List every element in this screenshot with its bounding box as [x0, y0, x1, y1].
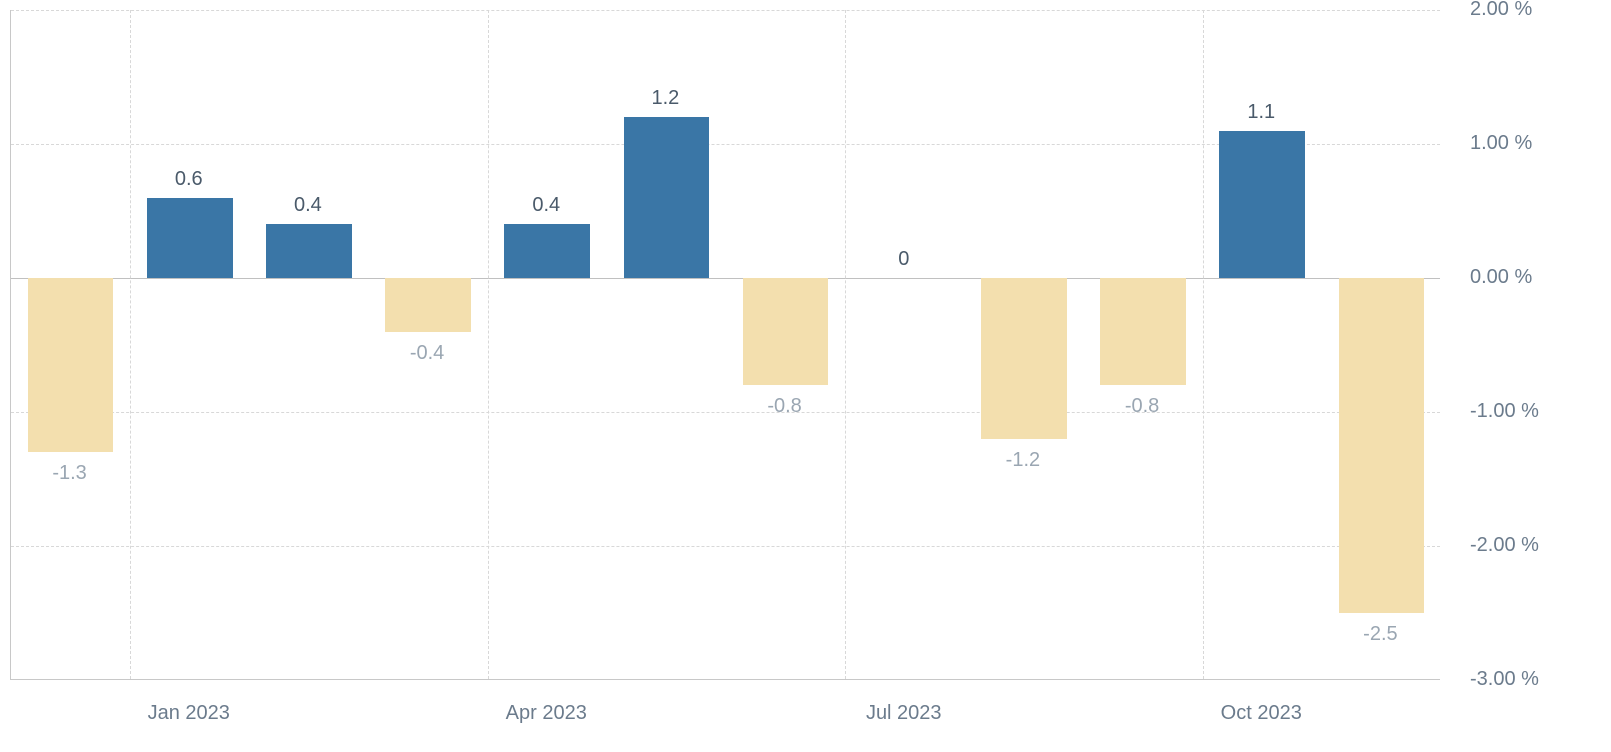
chart-container: 2.00 % 1.00 % 0.00 % -1.00 % -2.00 % -3.00 % -…	[0, 0, 1611, 752]
bar-value-label: 0.6	[175, 168, 203, 191]
bar	[1219, 131, 1305, 278]
x-axis-tick-label: Apr 2023	[506, 702, 587, 725]
grid-line-vertical	[488, 10, 489, 679]
zero-line	[11, 278, 1440, 279]
bar-value-label: 1.2	[652, 87, 680, 110]
y-axis-tick-label: 0.00 %	[1470, 266, 1532, 289]
bar-value-label: -0.4	[410, 342, 444, 365]
bar	[1100, 278, 1186, 385]
plot-area	[10, 10, 1440, 680]
bar	[266, 224, 352, 278]
bar	[743, 278, 829, 385]
bar	[28, 278, 114, 452]
bar	[147, 198, 233, 278]
bar	[624, 117, 710, 278]
bar-value-label: 0	[898, 248, 909, 271]
bar-value-label: 0.4	[294, 194, 322, 217]
bar-value-label: -1.3	[52, 462, 86, 485]
bar-value-label: -1.2	[1006, 449, 1040, 472]
grid-line-vertical	[130, 10, 131, 679]
bar	[981, 278, 1067, 439]
bar-value-label: 1.1	[1247, 101, 1275, 124]
x-axis-tick-label: Oct 2023	[1221, 702, 1302, 725]
y-axis-tick-label: -3.00 %	[1470, 668, 1539, 691]
bar-value-label: 0.4	[532, 194, 560, 217]
grid-line-horizontal	[11, 412, 1440, 413]
bar	[504, 224, 590, 278]
bar	[385, 278, 471, 332]
bar	[1339, 278, 1425, 613]
bar-value-label: -0.8	[1125, 395, 1159, 418]
bar-value-label: -0.8	[767, 395, 801, 418]
y-axis-tick-label: -1.00 %	[1470, 400, 1539, 423]
y-axis-tick-label: 1.00 %	[1470, 132, 1532, 155]
y-axis-tick-label: 2.00 %	[1470, 0, 1532, 21]
x-axis-tick-label: Jan 2023	[148, 702, 230, 725]
grid-line-horizontal	[11, 10, 1440, 11]
grid-line-horizontal	[11, 546, 1440, 547]
y-axis-tick-label: -2.00 %	[1470, 534, 1539, 557]
grid-line-vertical	[845, 10, 846, 679]
grid-line-vertical	[1203, 10, 1204, 679]
x-axis-tick-label: Jul 2023	[866, 702, 942, 725]
bar-value-label: -2.5	[1363, 623, 1397, 646]
